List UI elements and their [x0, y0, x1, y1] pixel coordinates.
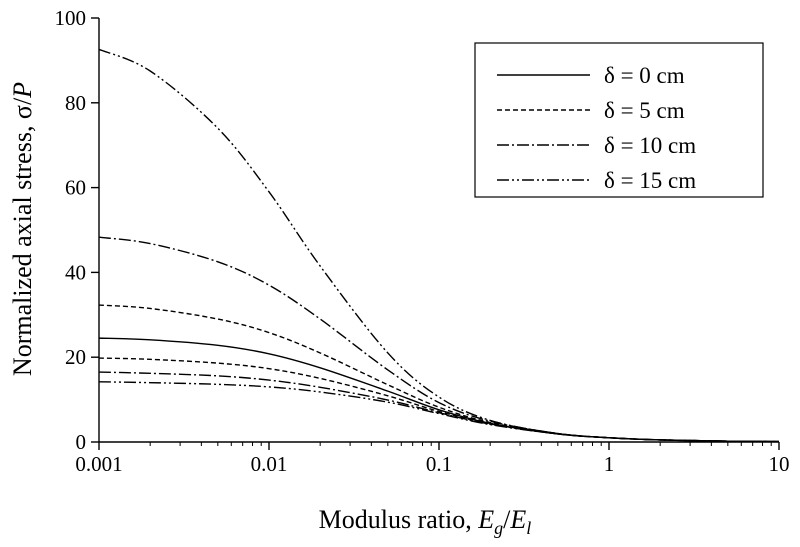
series-0-upper-line: [98, 337, 780, 443]
y-tick-label: 80: [65, 91, 86, 115]
x-title-den: E: [509, 505, 526, 534]
y-tick-label: 40: [65, 260, 86, 284]
x-tick-label: 0.001: [75, 452, 122, 476]
y-title-prefix: Normalized axial stress,: [8, 119, 37, 376]
y-title-expr: σ/: [8, 97, 37, 119]
x-axis: 0.001 0.01 0.1 1 10: [75, 442, 790, 476]
x-tick-label: 0.01: [251, 452, 288, 476]
y-title-var: P: [8, 82, 37, 99]
x-title-num-sub: g: [494, 518, 503, 538]
series-1-lower-line: [98, 357, 780, 443]
legend-label: δ = 15 cm: [604, 168, 696, 193]
series-1-upper-line: [98, 304, 780, 443]
series-2-lower-line: [98, 371, 780, 443]
series-3-lower-line: [98, 381, 780, 443]
x-title-prefix: Modulus ratio,: [319, 505, 479, 534]
y-tick-label: 100: [55, 6, 87, 30]
x-tick-label: 1: [604, 452, 615, 476]
legend-box: [474, 42, 764, 198]
series-layer: [98, 48, 780, 443]
legend-label: δ = 0 cm: [604, 63, 685, 88]
legend-label: δ = 5 cm: [604, 98, 685, 123]
y-tick-label: 20: [65, 345, 86, 369]
x-tick-label: 0.1: [426, 452, 452, 476]
x-title-sep: /: [503, 505, 511, 534]
y-axis-title: Normalized axial stress, σ/P: [8, 82, 37, 376]
x-title-num: E: [477, 505, 494, 534]
y-tick-label: 0: [76, 430, 87, 454]
y-axis: 0 20 40 60 80 100: [55, 6, 99, 454]
x-title-den-sub: l: [526, 518, 531, 538]
x-tick-label: 10: [769, 452, 790, 476]
x-axis-title: Modulus ratio, Eg/El: [319, 505, 532, 538]
legend: δ = 0 cm δ = 5 cm δ = 10 cm δ = 15 cm: [474, 42, 764, 198]
y-tick-label: 60: [65, 176, 86, 200]
legend-label: δ = 10 cm: [604, 133, 696, 158]
